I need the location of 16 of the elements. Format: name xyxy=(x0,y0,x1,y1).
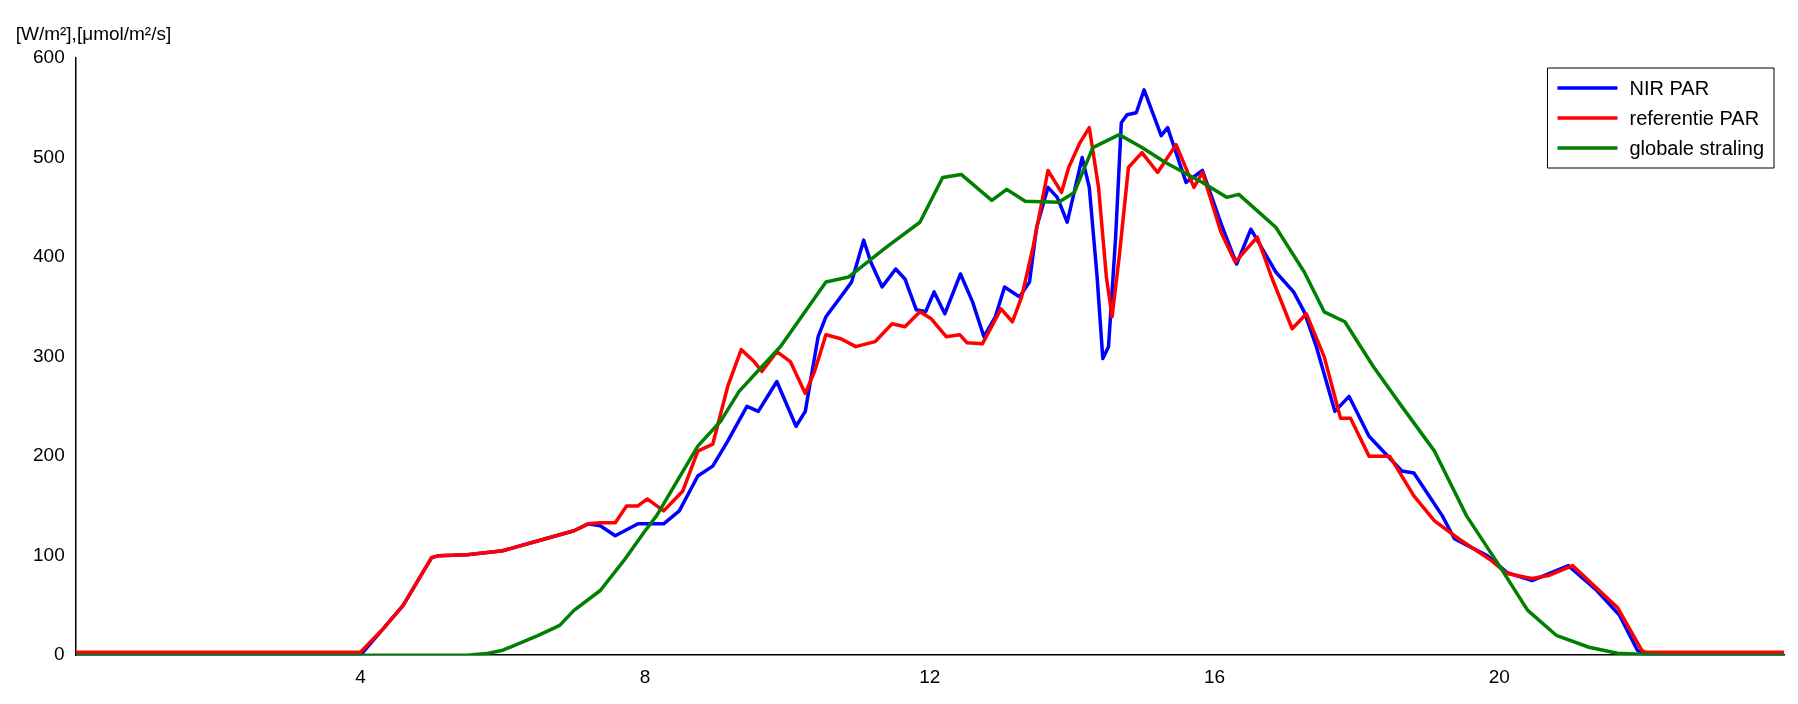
x-tick-label: 8 xyxy=(639,665,651,687)
x-tick-label: 12 xyxy=(919,665,941,687)
y-axis-title: [W/m²],[μmol/m²/s] xyxy=(15,22,172,44)
x-tick-label: 16 xyxy=(1204,665,1226,687)
y-tick-label: 600 xyxy=(33,46,65,68)
y-tick-label: 100 xyxy=(33,543,65,565)
y-tick-label: 400 xyxy=(33,245,65,267)
legend-label: NIR PAR xyxy=(1629,76,1710,99)
y-tick-label: 300 xyxy=(33,344,65,366)
y-tick-label: 0 xyxy=(54,643,65,665)
y-tick-label: 500 xyxy=(33,145,65,167)
legend-label: referentie PAR xyxy=(1629,106,1760,129)
y-tick-label: 200 xyxy=(33,444,65,466)
x-tick-label: 20 xyxy=(1488,665,1510,687)
legend-label: globale straling xyxy=(1629,136,1764,159)
x-tick-label: 4 xyxy=(355,665,367,687)
